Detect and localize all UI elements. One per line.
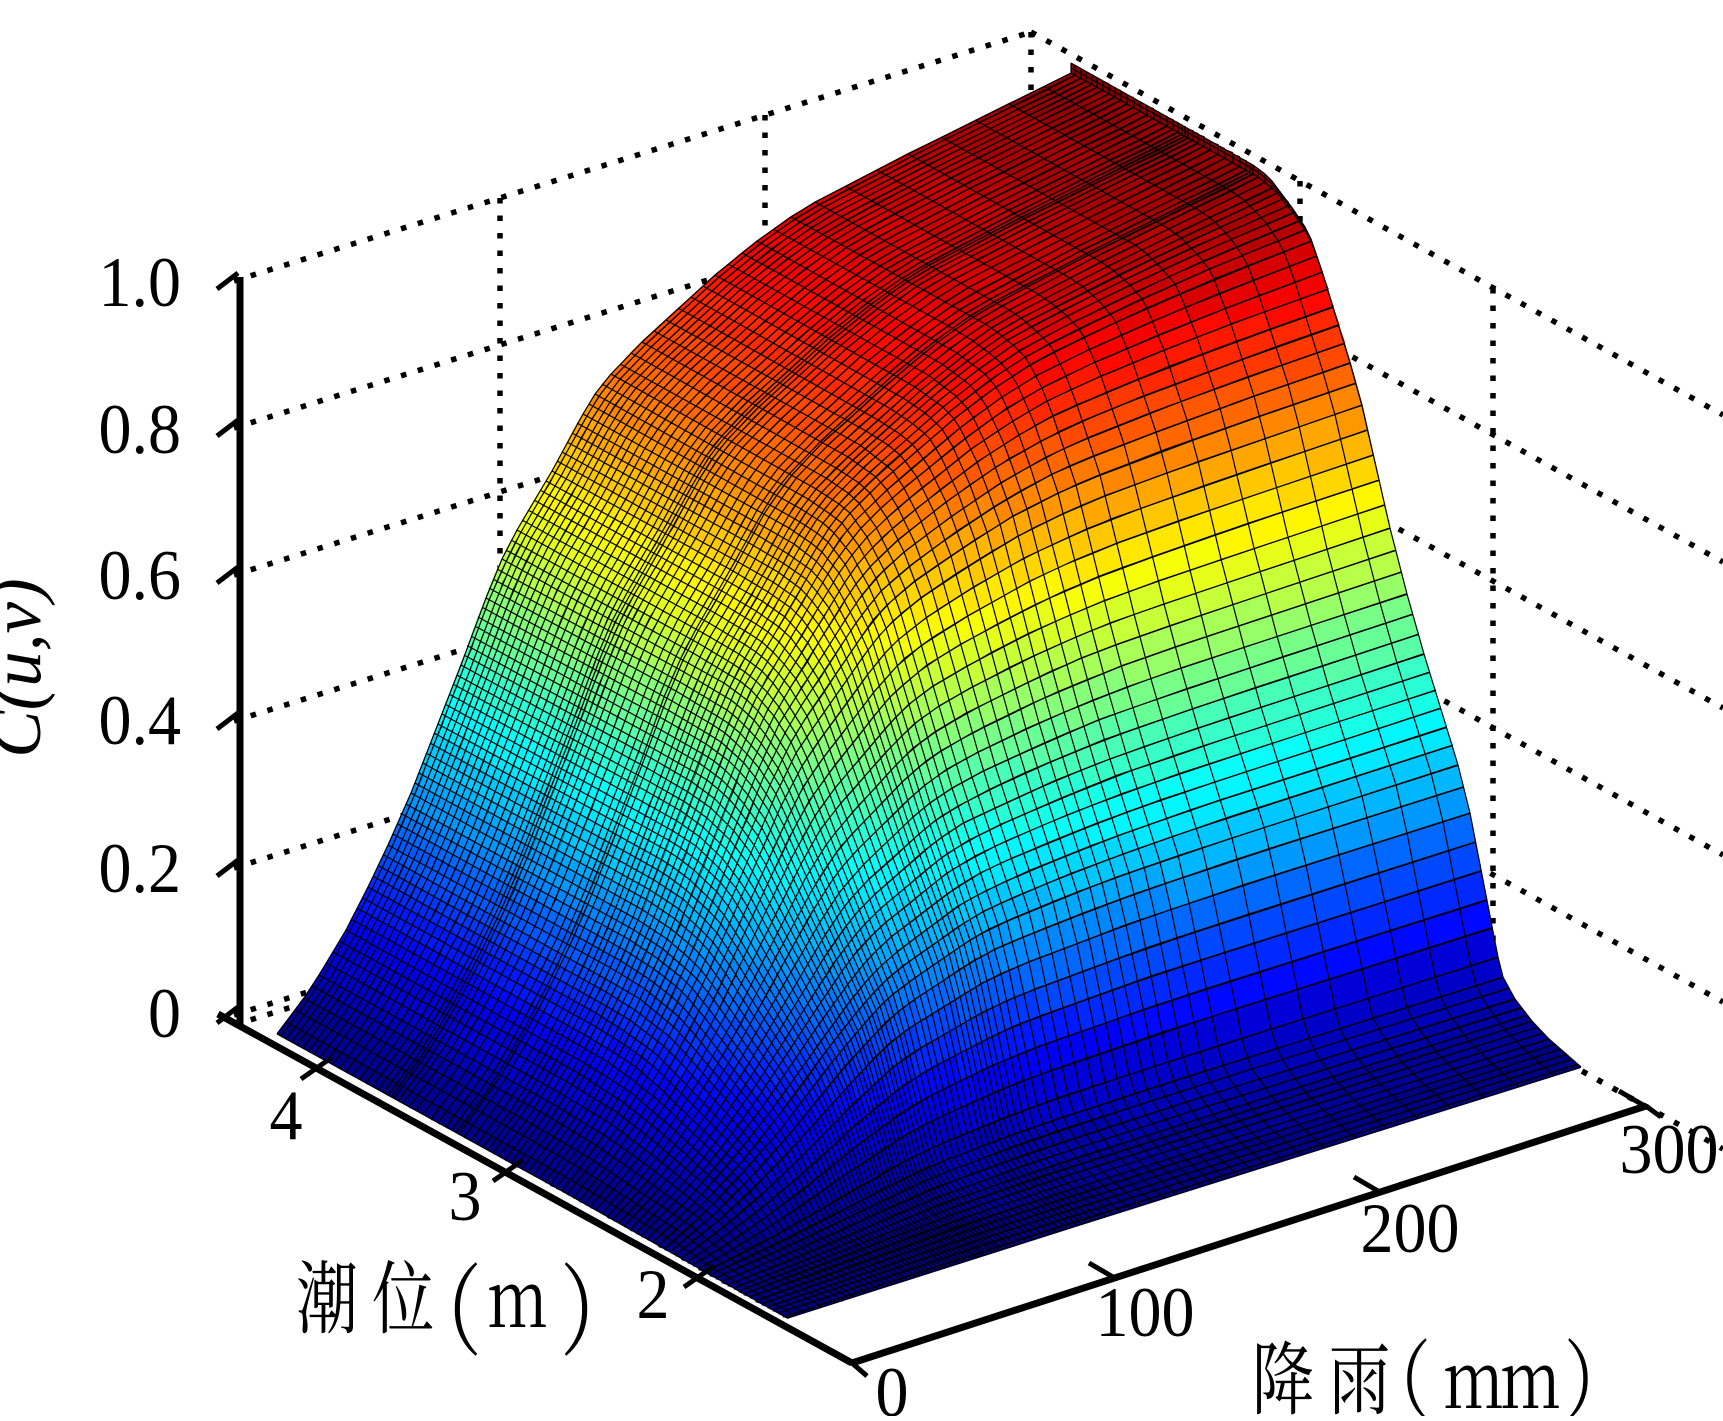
svg-text:1.0: 1.0 <box>98 243 181 322</box>
svg-text:200: 200 <box>1360 1189 1459 1268</box>
svg-text:0.4: 0.4 <box>98 681 181 760</box>
svg-text:300: 300 <box>1619 1110 1718 1189</box>
svg-text:4: 4 <box>269 1076 302 1155</box>
svg-text:0.2: 0.2 <box>98 829 181 908</box>
svg-text:0.6: 0.6 <box>98 536 181 615</box>
svg-text:0.8: 0.8 <box>98 390 181 469</box>
svg-text:0: 0 <box>875 1353 908 1416</box>
svg-text:C(u,v): C(u,v) <box>0 578 56 757</box>
svg-text:0: 0 <box>148 974 181 1053</box>
svg-text:3: 3 <box>448 1157 481 1236</box>
svg-text:100: 100 <box>1095 1273 1194 1352</box>
svg-text:2: 2 <box>636 1255 669 1334</box>
